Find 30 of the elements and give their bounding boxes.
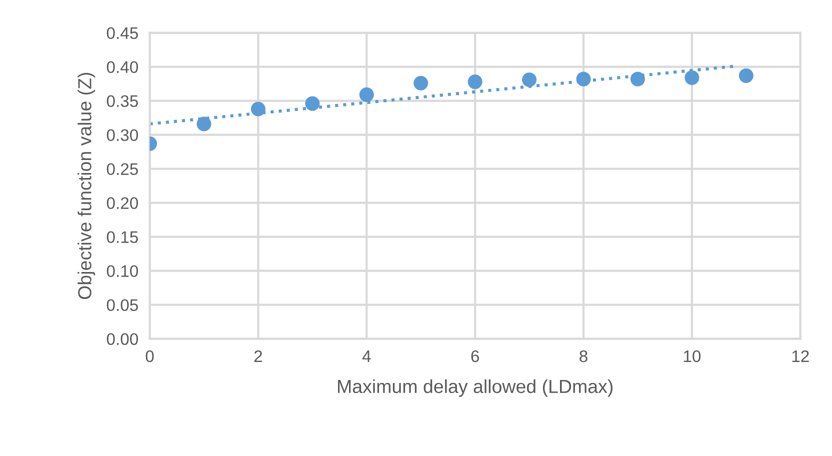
y-tick-label: 0.15 <box>106 231 138 244</box>
y-tick-label: 0.30 <box>106 129 138 142</box>
point <box>576 72 591 86</box>
y-tick-label: 0.20 <box>106 197 138 210</box>
point <box>196 116 212 132</box>
point <box>250 102 266 116</box>
point <box>414 76 428 90</box>
x-tick-label: 0 <box>146 350 154 362</box>
point <box>630 72 646 86</box>
y-tick-label: 0.00 <box>106 333 138 346</box>
x-tick-label: 10 <box>684 350 701 362</box>
y-tick-label: 0.40 <box>106 61 138 74</box>
x-tick-label: 6 <box>471 350 479 362</box>
x-axis-title: Maximum delay allowed (LDmax) <box>338 379 612 397</box>
point <box>522 72 537 88</box>
point <box>468 74 482 90</box>
y-axis-title: Objective function value (Z) <box>78 72 96 300</box>
x-tick-label: 4 <box>362 350 371 362</box>
y-tick-label: 0.05 <box>106 299 138 312</box>
x-tick-label: 2 <box>254 350 262 362</box>
x-tick-label: 12 <box>792 350 809 362</box>
y-tick-label: 0.10 <box>106 265 138 278</box>
y-tick-label: 0.35 <box>106 95 138 108</box>
x-tick-label: 8 <box>580 350 588 362</box>
y-tick-label: 0.45 <box>106 27 138 40</box>
point <box>738 68 754 83</box>
point <box>305 96 320 111</box>
point <box>359 87 374 102</box>
point <box>684 70 700 85</box>
y-tick-label: 0.25 <box>106 163 138 176</box>
